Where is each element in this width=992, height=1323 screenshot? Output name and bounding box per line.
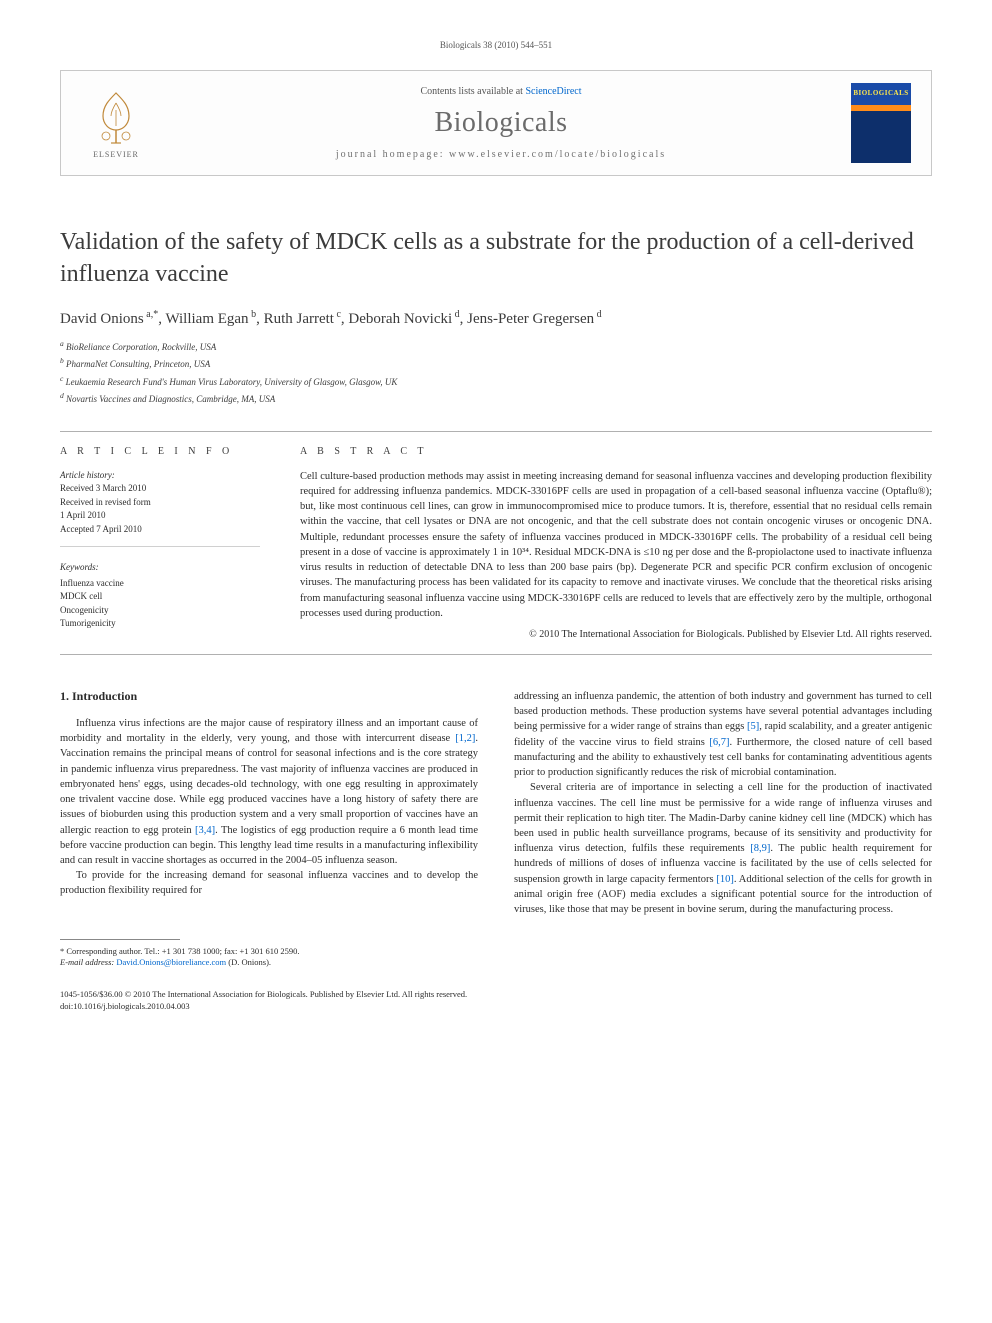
running-head: Biologicals 38 (2010) 544–551 [60,40,932,50]
footnote-rule [60,939,180,940]
journal-name: Biologicals [151,107,851,139]
keyword: Influenza vaccine [60,577,260,591]
author: Jens-Peter Gregersen d [467,311,602,327]
article-history-block: Article history: Received 3 March 2010 R… [60,469,260,548]
body-paragraph: Several criteria are of importance in se… [514,780,932,917]
article-info-label: A R T I C L E I N F O [60,446,260,457]
history-line: Received 3 March 2010 [60,482,260,496]
history-line: Accepted 7 April 2010 [60,523,260,537]
elsevier-tree-icon [91,88,141,148]
author-mark: b [249,309,257,320]
cover-thumb-title: BIOLOGICALS [851,89,911,97]
footer-doi-line: doi:10.1016/j.biologicals.2010.04.003 [60,1001,932,1013]
author-mark: d [452,309,460,320]
footnote-tel-fax: * Corresponding author. Tel.: +1 301 738… [60,946,478,958]
article-title: Validation of the safety of MDCK cells a… [60,226,932,291]
history-line: Received in revised form [60,496,260,510]
section-title: Introduction [72,689,137,703]
footer-copyright-line: 1045-1056/$36.00 © 2010 The Internationa… [60,989,932,1001]
author-mark: d [594,309,602,320]
journal-cover-thumbnail: BIOLOGICALS [851,83,911,163]
author: David Onions a,* [60,311,158,327]
citation-link[interactable]: [10] [716,874,734,885]
abstract-column: A B S T R A C T Cell culture-based produ… [300,446,932,640]
abstract-copyright: © 2010 The International Association for… [300,629,932,640]
article-history-head: Article history: [60,469,260,483]
affiliation: c Leukaemia Research Fund's Human Virus … [60,373,932,390]
keyword: MDCK cell [60,590,260,604]
abstract-text: Cell culture-based production methods ma… [300,469,932,621]
section-number: 1. [60,689,69,703]
keywords-head: Keywords: [60,561,260,575]
citation-link[interactable]: [5] [747,721,759,732]
elsevier-word: ELSEVIER [93,150,139,159]
citation-link[interactable]: [1,2] [455,733,475,744]
author: Deborah Novicki d [348,311,459,327]
abstract-label: A B S T R A C T [300,446,932,457]
keyword: Oncogenicity [60,604,260,618]
contents-available-line: Contents lists available at ScienceDirec… [151,86,851,97]
body-paragraph: addressing an influenza pandemic, the at… [514,689,932,780]
citation-link[interactable]: [3,4] [195,825,215,836]
affiliation: b PharmaNet Consulting, Princeton, USA [60,355,932,372]
homepage-label: journal homepage: [336,149,449,160]
body-paragraph: To provide for the increasing demand for… [60,868,478,898]
section-heading: 1. Introduction [60,689,478,704]
citation-link[interactable]: [8,9] [750,843,770,854]
elsevier-logo: ELSEVIER [81,83,151,163]
body-columns: 1. Introduction Influenza virus infectio… [60,689,932,969]
keywords-block: Keywords: Influenza vaccine MDCK cell On… [60,561,260,631]
sciencedirect-link[interactable]: ScienceDirect [525,86,581,97]
body-column-left: 1. Introduction Influenza virus infectio… [60,689,478,969]
author-mark: c [334,309,341,320]
keyword: Tumorigenicity [60,617,260,631]
affiliation-list: a BioReliance Corporation, Rockville, US… [60,338,932,407]
affiliation: a BioReliance Corporation, Rockville, US… [60,338,932,355]
divider [60,654,932,655]
footnote-email-label: E-mail address: [60,957,114,967]
footnote-email-link[interactable]: David.Onions@bioreliance.com [116,957,226,967]
article-info-column: A R T I C L E I N F O Article history: R… [60,446,260,640]
history-line: 1 April 2010 [60,509,260,523]
corresponding-author-footnote: * Corresponding author. Tel.: +1 301 738… [60,946,478,970]
author-list: David Onions a,*, William Egan b, Ruth J… [60,309,932,328]
citation-link[interactable]: [6,7] [709,737,729,748]
journal-homepage-line: journal homepage: www.elsevier.com/locat… [151,149,851,160]
author-mark: a,* [144,309,158,320]
body-paragraph: Influenza virus infections are the major… [60,716,478,868]
journal-homepage-link[interactable]: www.elsevier.com/locate/biologicals [449,149,666,160]
footer-identifiers: 1045-1056/$36.00 © 2010 The Internationa… [60,989,932,1013]
body-column-right: addressing an influenza pandemic, the at… [514,689,932,969]
author: Ruth Jarrett c [264,311,341,327]
journal-masthead: ELSEVIER Contents lists available at Sci… [60,70,932,176]
contents-prefix: Contents lists available at [420,86,525,97]
author: William Egan b [165,311,256,327]
affiliation: d Novartis Vaccines and Diagnostics, Cam… [60,390,932,407]
footnote-email-suffix: (D. Onions). [228,957,271,967]
